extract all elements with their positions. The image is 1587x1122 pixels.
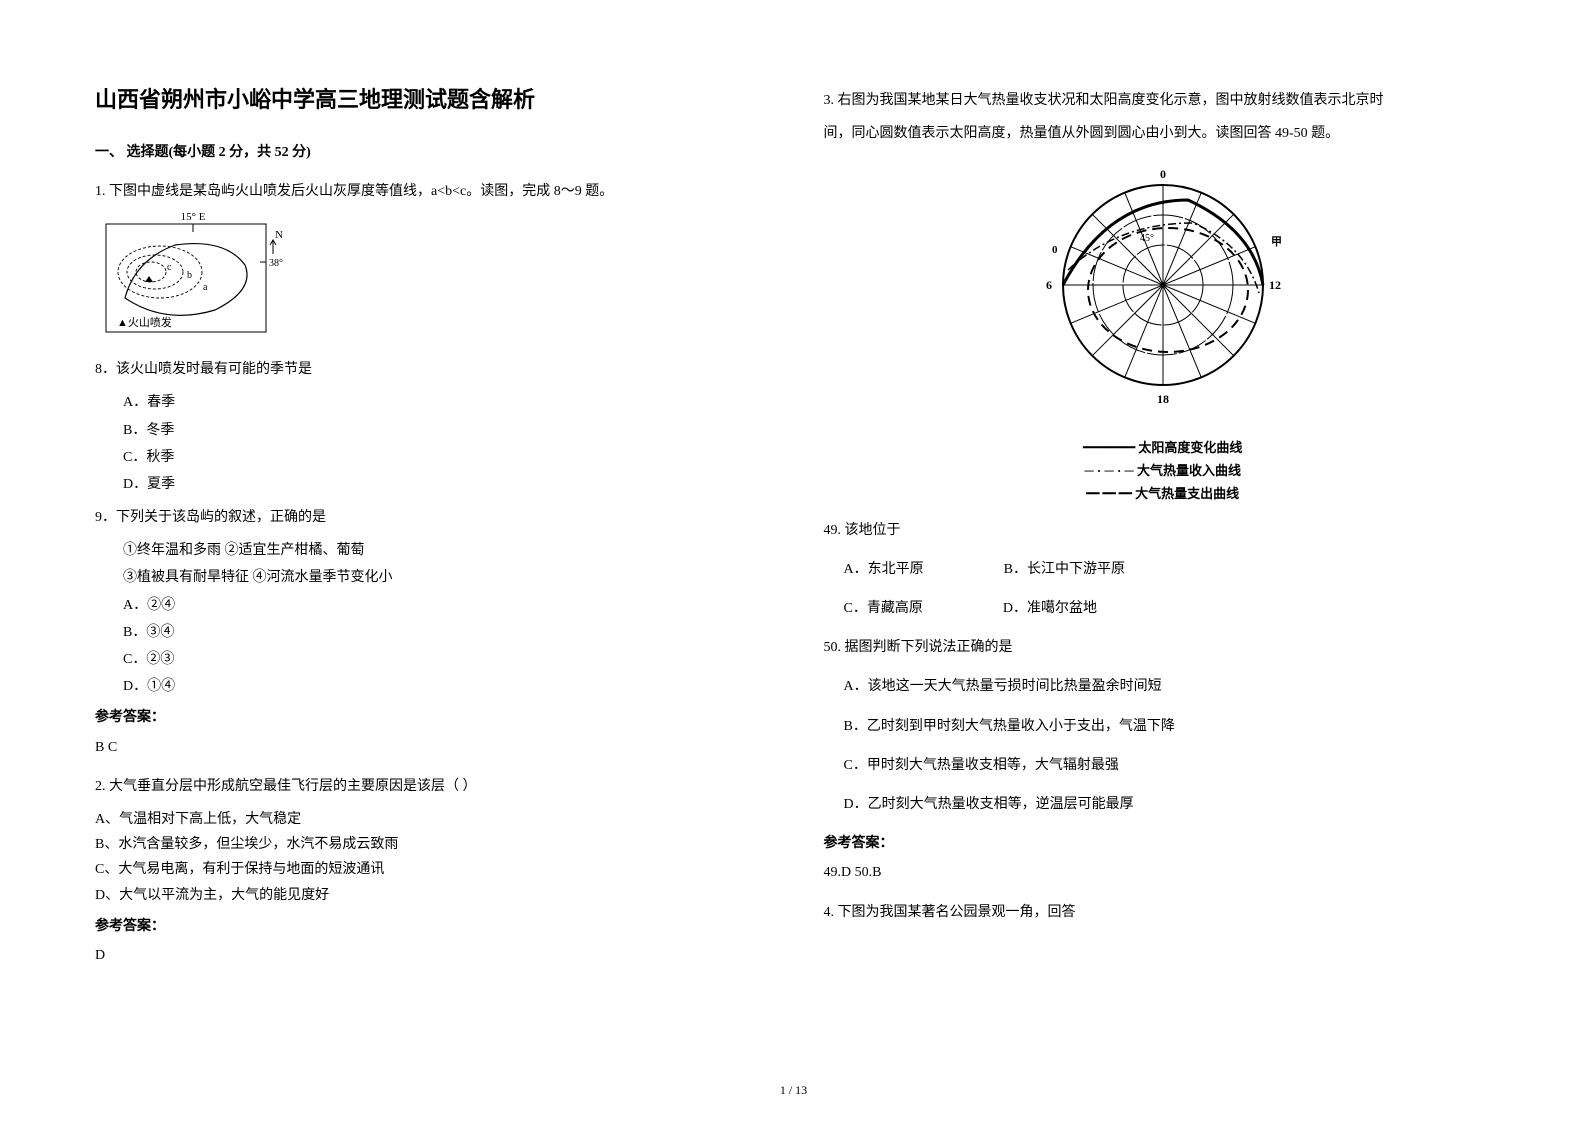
fig-lon-label: 15° E	[181, 211, 206, 223]
q1-figure: 15° E N 38° a b c ▲火山喷发	[105, 210, 764, 349]
option: C．青藏高原	[844, 596, 923, 621]
fig-lat-label: 38°	[269, 258, 283, 269]
option: D、大气以平流为主，大气的能见度好	[95, 883, 764, 908]
option: B、水汽含量较多，但尘埃少，水汽不易成云致雨	[95, 832, 764, 857]
svg-text:18: 18	[1157, 392, 1169, 406]
legend-item: ━━━━ 太阳高度变化曲线	[834, 436, 1493, 459]
q3-sub49-stem: 49. 该地位于	[824, 518, 1493, 543]
q2-stem: 2. 大气垂直分层中形成航空最佳飞行层的主要原因是该层（ ）	[95, 774, 764, 799]
page-footer: 1 / 13	[0, 1080, 1587, 1102]
q3-legend: ━━━━ 太阳高度变化曲线 ─ · ─ · ─ 大气热量收入曲线 ━ ━ ━ 大…	[834, 436, 1493, 506]
q1-sub8-options: A．春季 B．冬季 C．秋季 D．夏季	[123, 390, 764, 497]
q3-answer: 49.D 50.B	[824, 860, 1493, 885]
option: C、大气易电离，有利于保持与地面的短波通讯	[95, 857, 764, 882]
svg-text:甲: 甲	[1271, 235, 1282, 248]
option: A、气温相对下高上低，大气稳定	[95, 807, 764, 832]
q1-sub8-stem: 8．该火山喷发时最有可能的季节是	[95, 357, 764, 382]
option: B．长江中下游平原	[1004, 557, 1125, 582]
svg-text:c: c	[167, 262, 172, 273]
fig-marker-label: ▲火山喷发	[117, 315, 172, 329]
option: D．乙时刻大气热量收支相等，逆温层可能最厚	[844, 792, 1493, 817]
option: C．②③	[123, 647, 764, 672]
q3-sub50-stem: 50. 据图判断下列说法正确的是	[824, 635, 1493, 660]
doc-title: 山西省朔州市小峪中学高三地理测试题含解析	[95, 80, 764, 120]
svg-text:a: a	[203, 282, 208, 293]
q3-stem-line2: 间，同心圆数值表示太阳高度，热量值从外圆到圆心由小到大。读图回答 49-50 题…	[824, 121, 1493, 146]
option: A．春季	[123, 390, 764, 415]
q3-figure: 0 6 12 18 45° 0 甲 ━━━━ 太阳高度变化曲线 ─ · ─ · …	[834, 160, 1493, 505]
option: B．③④	[123, 620, 764, 645]
q4-stem: 4. 下图为我国某著名公园景观一角，回答	[824, 900, 1493, 925]
option: C．秋季	[123, 445, 764, 470]
legend-item: ─ · ─ · ─ 大气热量收入曲线	[834, 459, 1493, 482]
q3-stem-line1: 3. 右图为我国某地某日大气热量收支状况和太阳高度变化示意，图中放射线数值表示北…	[824, 88, 1493, 113]
fig-north: N	[275, 229, 283, 241]
section-header: 一、 选择题(每小题 2 分，共 52 分)	[95, 140, 764, 165]
option: B．冬季	[123, 418, 764, 443]
answer-label: 参考答案：	[95, 705, 764, 730]
option: C．甲时刻大气热量收支相等，大气辐射最强	[844, 753, 1493, 778]
option: B．乙时刻到甲时刻大气热量收入小于支出，气温下降	[844, 714, 1493, 739]
q1-sub9-stem: 9．下列关于该岛屿的叙述，正确的是	[95, 505, 764, 530]
svg-text:0: 0	[1160, 167, 1166, 181]
option: D．①④	[123, 674, 764, 699]
svg-text:12: 12	[1269, 278, 1281, 292]
q1-answer: B C	[95, 735, 764, 760]
svg-text:6: 6	[1046, 278, 1052, 292]
svg-text:b: b	[187, 270, 192, 281]
answer-label: 参考答案：	[95, 914, 764, 939]
option: A．②④	[123, 593, 764, 618]
option: D．夏季	[123, 472, 764, 497]
svg-text:45°: 45°	[1140, 233, 1154, 244]
answer-label: 参考答案：	[824, 831, 1493, 856]
q1-sub9-line: ③植被具有耐旱特征 ④河流水量季节变化小	[123, 565, 764, 590]
legend-item: ━ ━ ━ 大气热量支出曲线	[834, 482, 1493, 505]
q1-sub9-line: ①终年温和多雨 ②适宜生产柑橘、葡萄	[123, 538, 764, 563]
option: A．该地这一天大气热量亏损时间比热量盈余时间短	[844, 674, 1493, 699]
svg-text:0: 0	[1052, 244, 1058, 256]
q1-stem: 1. 下图中虚线是某岛屿火山喷发后火山灰厚度等值线，a<b<c。读图，完成 8～…	[95, 179, 764, 204]
option: D．准噶尔盆地	[1003, 596, 1097, 621]
q2-answer: D	[95, 943, 764, 968]
option: A．东北平原	[844, 557, 924, 582]
